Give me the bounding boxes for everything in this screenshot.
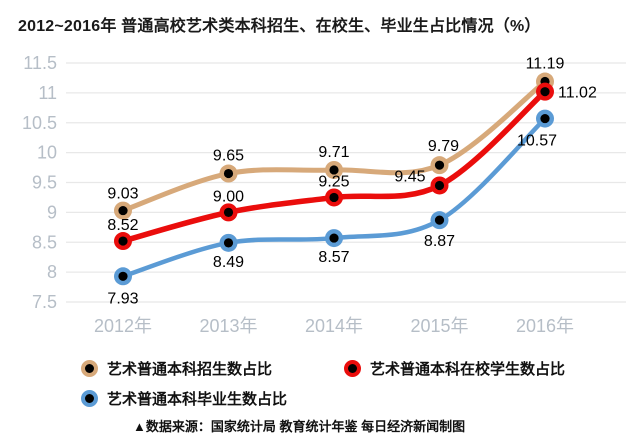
series-value-labels: 8.52 9.00 9.25 9.45 11.02 <box>107 85 597 234</box>
legend-item-current-students: 艺术普通本科在校学生数占比 <box>344 358 565 379</box>
legend-label: 艺术普通本科招生数占比 <box>107 361 273 378</box>
data-point-marker-center <box>540 87 550 97</box>
y-tick-label: 7.5 <box>32 292 57 312</box>
series-markers <box>114 72 554 220</box>
data-point-label: 8.52 <box>107 217 138 234</box>
legend-marker-icon <box>81 390 98 407</box>
y-tick-label: 9 <box>47 202 57 222</box>
chart-title: 2012~2016年 普通高校艺术类本科招生、在校生、毕业生占比情况（%） <box>18 18 541 35</box>
legend-label: 艺术普通本科毕业生数占比 <box>107 391 288 408</box>
data-point-label: 10.57 <box>517 133 557 150</box>
y-tick-label: 10 <box>37 143 57 163</box>
data-point-marker-center <box>118 205 128 216</box>
data-point-marker-center <box>434 180 445 191</box>
y-tick-label: 9.5 <box>32 173 57 193</box>
y-tick-label: 11 <box>38 83 57 103</box>
data-point-label: 9.45 <box>394 168 425 185</box>
line-chart-canvas: 7.5 8 8.5 9 9.5 10 10.5 11 11.5 2012年 2013年 2014年 20… <box>22 53 626 336</box>
data-point-label: 9.03 <box>107 186 138 203</box>
x-tick-label: 2015年 <box>410 316 468 336</box>
series-value-labels: 9.03 9.65 9.71 9.79 11.19 <box>107 56 564 203</box>
data-point-marker-center <box>329 165 339 175</box>
data-point-label: 7.93 <box>107 290 138 307</box>
axis-ticks: 7.5 8 8.5 9 9.5 10 10.5 11 11.5 2012年 2013年 2014年 20… <box>22 53 574 336</box>
data-point-marker-center <box>540 113 550 124</box>
data-point-label: 8.87 <box>424 233 455 250</box>
data-point-label: 9.71 <box>318 144 349 161</box>
legend-item-enrollment: 艺术普通本科招生数占比 <box>81 358 272 379</box>
y-tick-label: 10.5 <box>22 113 57 133</box>
y-tick-label: 8.5 <box>32 232 57 252</box>
source-note: ▲数据来源：国家统计局 教育统计年鉴 每日经济新闻制图 <box>133 419 466 434</box>
x-tick-label: 2016年 <box>516 316 574 336</box>
series-markers <box>114 82 554 251</box>
x-tick-label: 2013年 <box>199 316 257 336</box>
data-point-marker-center <box>434 215 445 225</box>
data-point-marker-center <box>329 192 339 203</box>
data-point-marker-center <box>223 238 234 248</box>
data-point-marker-center <box>223 207 234 217</box>
legend-marker-icon <box>344 360 361 377</box>
data-point-label: 9.25 <box>318 173 349 190</box>
legend-item-graduates: 艺术普通本科毕业生数占比 <box>81 388 287 409</box>
data-point-label: 11.02 <box>558 85 597 102</box>
data-point-marker-center <box>329 233 339 243</box>
data-point-marker-center <box>118 236 128 246</box>
data-point-marker-center <box>434 160 445 170</box>
x-tick-label: 2014年 <box>305 316 363 336</box>
data-point-label: 8.49 <box>213 254 244 271</box>
y-tick-label: 8 <box>47 262 57 282</box>
data-point-label: 9.79 <box>428 138 459 155</box>
y-tick-label: 11.5 <box>23 53 57 73</box>
data-point-label: 9.00 <box>213 188 244 205</box>
x-tick-label: 2012年 <box>94 316 152 336</box>
legend-label: 艺术普通本科在校学生数占比 <box>370 361 566 378</box>
data-point-marker-center <box>118 271 128 281</box>
data-point-marker-center <box>223 168 234 179</box>
data-point-label: 8.57 <box>318 249 349 266</box>
legend-marker-icon <box>81 360 98 377</box>
series-markers <box>114 109 554 286</box>
data-point-label: 11.19 <box>526 56 565 73</box>
data-point-label: 9.65 <box>213 148 244 165</box>
grid <box>66 62 626 303</box>
series-value-labels: 7.93 8.49 8.57 8.87 10.57 <box>107 133 557 308</box>
